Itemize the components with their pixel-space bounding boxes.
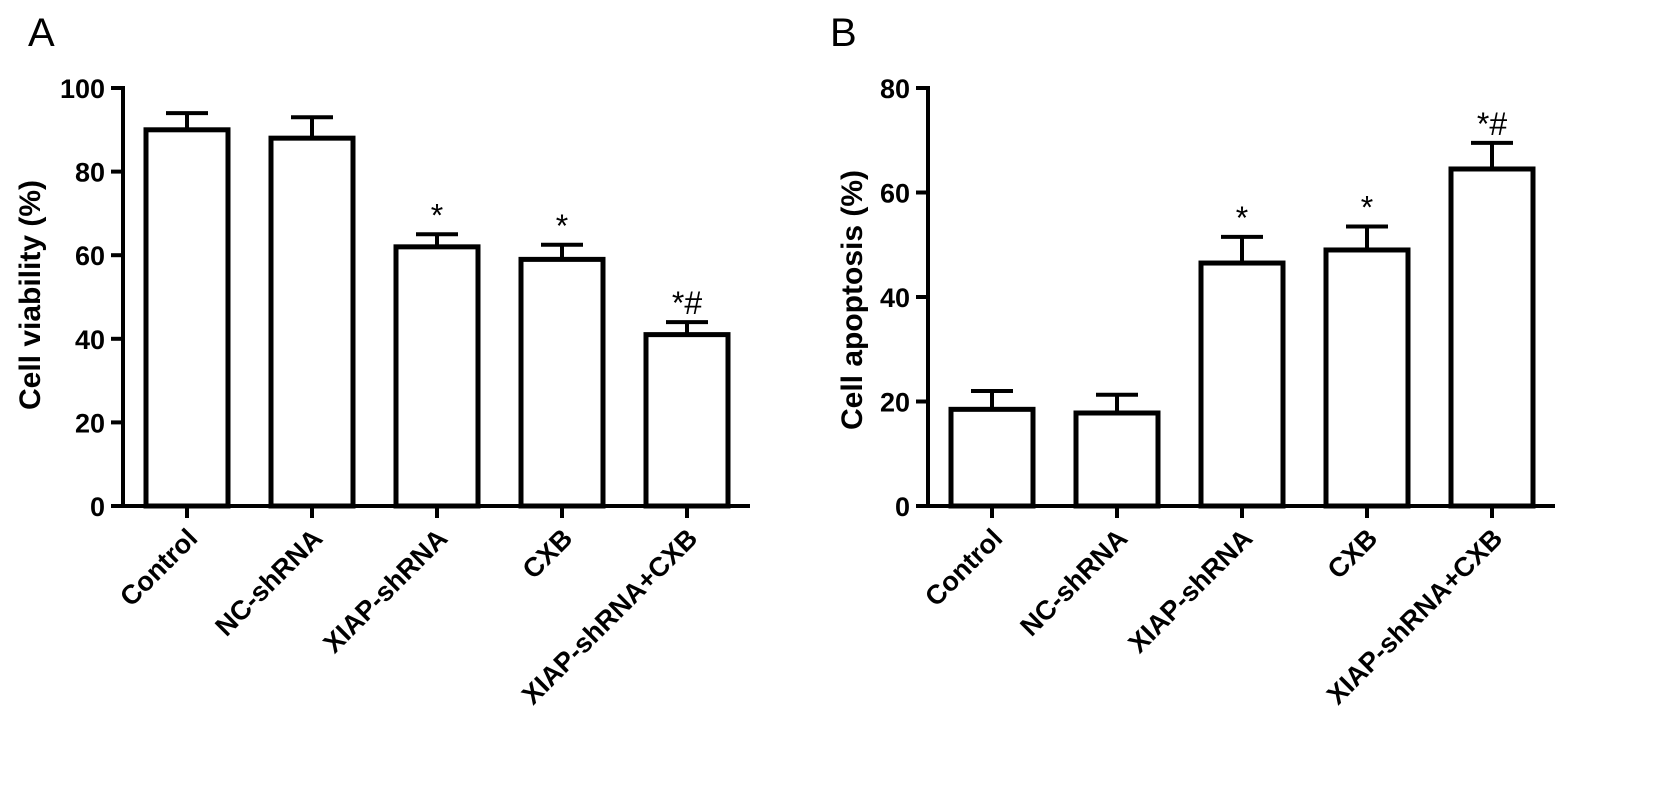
panel-letter-a: A (28, 11, 55, 55)
panel-b: B Cell apoptosis (%) 0 20 40 60 80 Control NC-… (830, 11, 1555, 710)
y-tick-label-a: 40 (75, 325, 105, 355)
significance-mark-b: *# (1477, 106, 1507, 142)
category-label-b: NC-shRNA (1014, 523, 1133, 642)
y-tick-label-b: 80 (880, 74, 910, 104)
y-axis-title-b: Cell apoptosis (%) (836, 170, 869, 430)
category-label-b: CXB (1322, 523, 1384, 585)
bar-a (643, 332, 731, 509)
significance-mark-a: * (556, 208, 568, 244)
y-tick-label-b: 60 (880, 179, 910, 209)
panel-a: A Cell viability (%) 0 20 40 60 80 100 Control… (14, 11, 750, 710)
significance-mark-b: * (1236, 200, 1248, 236)
y-tick-label-b: 40 (880, 283, 910, 313)
y-tick-label-a: 60 (75, 241, 105, 271)
bar-b (1073, 410, 1161, 509)
category-label-b: XIAP-shRNA (1122, 523, 1258, 659)
bar-a (143, 127, 231, 509)
bar-b (948, 406, 1036, 509)
y-tick-label-a: 20 (75, 408, 105, 438)
category-label-a: XIAP-shRNA (317, 523, 453, 659)
y-axis-title-a: Cell viability (%) (14, 180, 47, 410)
category-label-a: Control (114, 523, 203, 612)
bar-b (1448, 166, 1536, 509)
y-tick-label-a: 100 (60, 74, 105, 104)
bar-a (518, 256, 606, 509)
bar-a (393, 244, 481, 509)
bar-b (1198, 260, 1286, 509)
bar-b (1323, 247, 1411, 509)
y-tick-label-a: 0 (90, 492, 105, 522)
bar-a (268, 135, 356, 509)
y-tick-label-a: 80 (75, 158, 105, 188)
category-label-b: Control (919, 523, 1008, 612)
category-label-a: CXB (517, 523, 579, 585)
significance-mark-a: *# (672, 285, 702, 321)
panel-letter-b: B (830, 11, 857, 55)
significance-mark-b: * (1361, 189, 1373, 225)
significance-mark-a: * (431, 197, 443, 233)
y-tick-label-b: 0 (895, 492, 910, 522)
category-label-a: NC-shRNA (209, 523, 328, 642)
y-tick-label-b: 20 (880, 388, 910, 418)
